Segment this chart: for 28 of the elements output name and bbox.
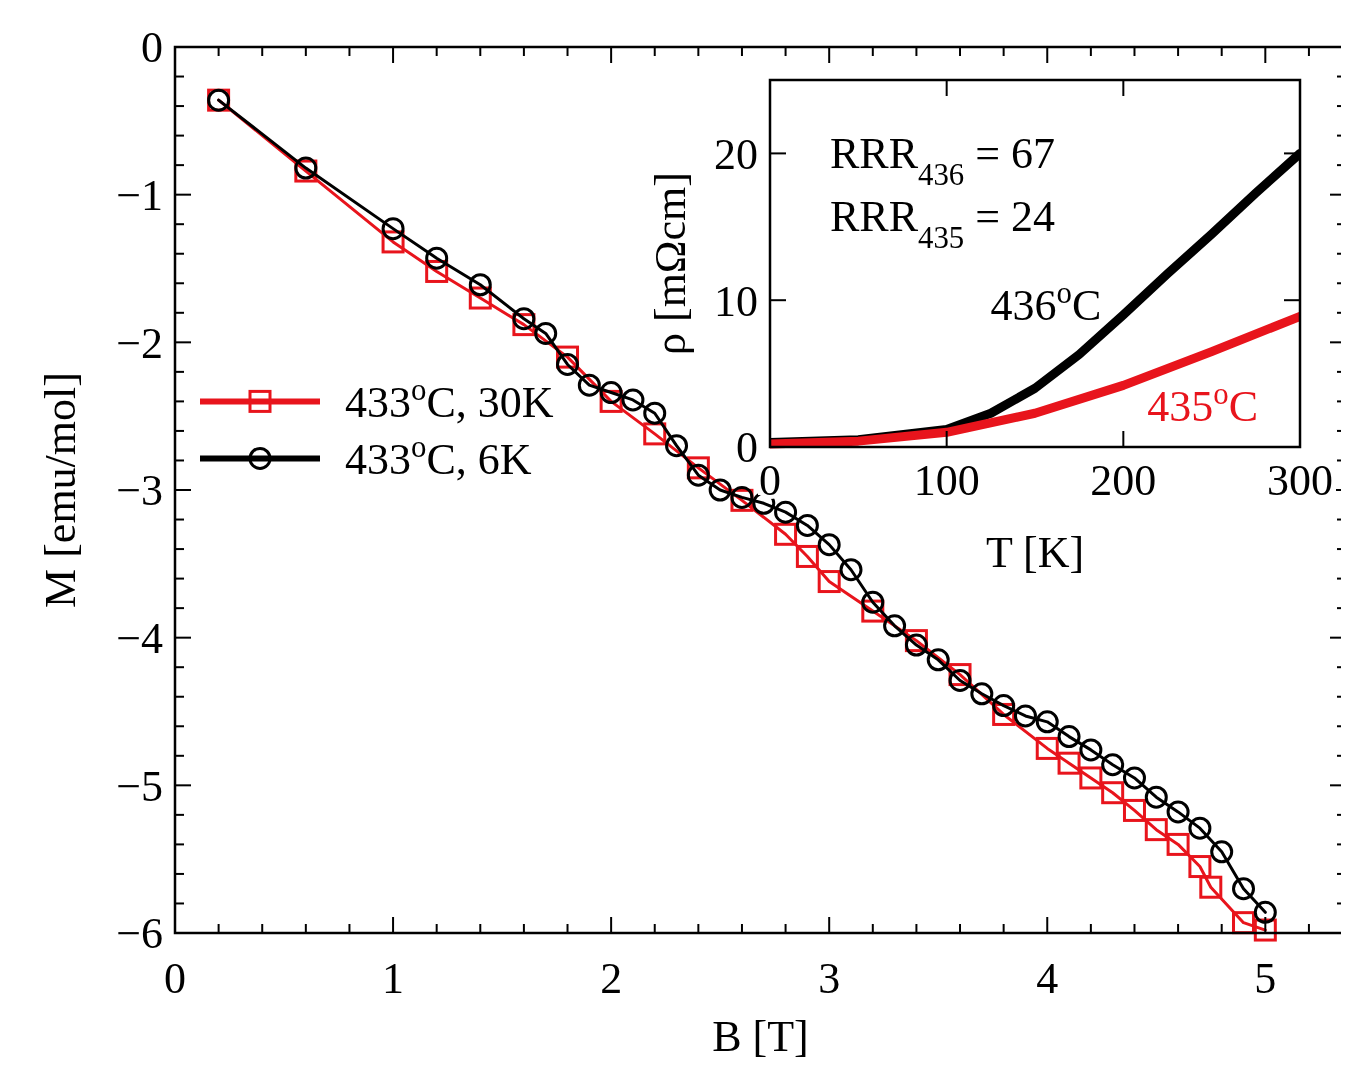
legend-label: 433$^{o}$C, 6K <box>345 429 532 484</box>
series-label: 436$^{o}$C <box>990 275 1102 330</box>
x-tick-label: 1 <box>382 954 405 1003</box>
x-tick-label: 5 <box>1254 954 1277 1003</box>
y-axis-title: M [emu/mol] <box>36 372 85 608</box>
y-tick-label: 20 <box>714 129 758 179</box>
x-tick-label: 300 <box>1267 456 1333 505</box>
legend-label: 433$^{o}$C, 30K <box>345 372 554 427</box>
y-tick-label: −1 <box>116 171 163 221</box>
y-tick-label: −3 <box>116 466 163 516</box>
series-label: 435$^{o}$C <box>1147 377 1259 431</box>
y-tick-label: 0 <box>141 23 163 73</box>
y-tick-label: 0 <box>736 423 758 473</box>
y-tick-label: −5 <box>116 761 163 811</box>
x-axis-title: B [T] <box>712 1012 809 1061</box>
y-axis-title: ρ [mΩcm] <box>646 172 695 355</box>
x-tick-label: 3 <box>818 954 841 1003</box>
y-tick-label: −6 <box>116 909 163 959</box>
x-tick-label: 200 <box>1090 456 1157 505</box>
x-tick-label: 100 <box>913 456 980 505</box>
y-tick-label: −2 <box>116 318 163 368</box>
x-tick-label: 4 <box>1036 954 1059 1003</box>
y-tick-label: −4 <box>116 614 163 664</box>
x-tick-label: 2 <box>600 954 623 1003</box>
annotation: RRR$_{435}$ = 24 <box>830 192 1056 255</box>
x-axis-title: T [K] <box>985 528 1085 577</box>
y-tick-label: 10 <box>714 276 758 326</box>
annotation: RRR$_{436}$ = 67 <box>830 129 1056 192</box>
